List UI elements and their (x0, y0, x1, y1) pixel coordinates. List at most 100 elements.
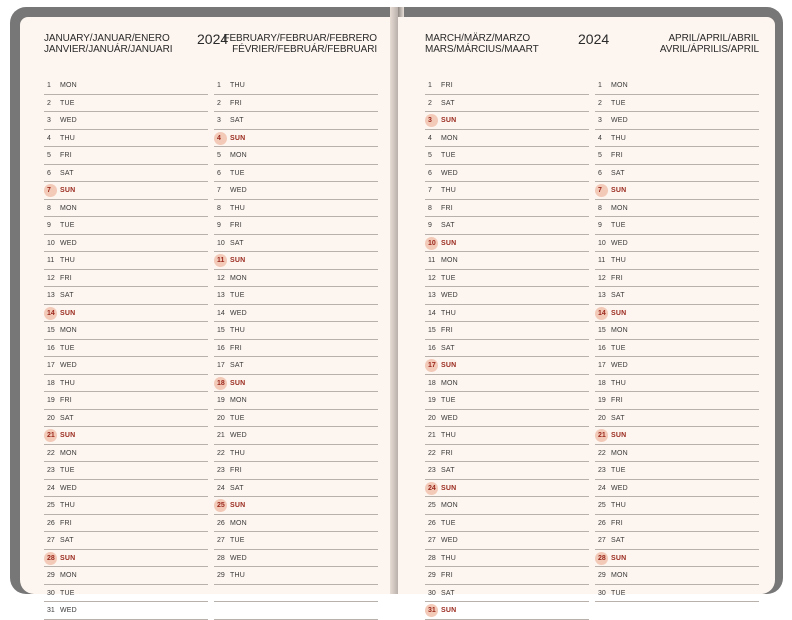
day-row[interactable]: 28 SUN (44, 550, 208, 567)
day-row[interactable]: 6 WED (425, 165, 589, 182)
day-row[interactable]: 28 THU (425, 550, 589, 567)
day-row[interactable]: 21 THU (425, 427, 589, 445)
day-row[interactable]: 22 MON (44, 445, 208, 462)
day-row[interactable]: 2 SAT (425, 95, 589, 112)
day-row[interactable]: 13 SAT (595, 287, 759, 305)
day-row[interactable]: 10 WED (44, 235, 208, 252)
day-row[interactable]: 14 THU (425, 305, 589, 322)
day-row[interactable]: 2 TUE (44, 95, 208, 112)
day-row[interactable] (214, 602, 378, 620)
day-row[interactable]: 1 MON (595, 77, 759, 95)
day-row[interactable]: 17 WED (595, 357, 759, 375)
day-row[interactable]: 29 MON (595, 567, 759, 585)
day-row[interactable]: 28 SUN (595, 550, 759, 567)
day-row[interactable]: 25 MON (425, 497, 589, 515)
day-row[interactable]: 16 FRI (214, 340, 378, 357)
day-row[interactable]: 30 SAT (425, 585, 589, 602)
day-row[interactable]: 29 FRI (425, 567, 589, 585)
day-row[interactable]: 15 FRI (425, 322, 589, 340)
day-row[interactable]: 14 SUN (44, 305, 208, 322)
day-row[interactable]: 21 WED (214, 427, 378, 445)
day-row[interactable]: 24 WED (44, 480, 208, 497)
day-row[interactable]: 11 THU (44, 252, 208, 270)
day-row[interactable]: 13 SAT (44, 287, 208, 305)
day-row[interactable]: 11 THU (595, 252, 759, 270)
day-row[interactable]: 9 TUE (595, 217, 759, 235)
day-row[interactable]: 18 MON (425, 375, 589, 392)
day-row[interactable]: 14 WED (214, 305, 378, 322)
day-row[interactable]: 13 WED (425, 287, 589, 305)
day-row[interactable]: 22 FRI (425, 445, 589, 462)
day-row[interactable]: 26 TUE (425, 515, 589, 532)
day-row[interactable]: 2 FRI (214, 95, 378, 112)
day-row[interactable]: 6 SAT (595, 165, 759, 182)
day-row[interactable]: 31 WED (44, 602, 208, 620)
day-row[interactable]: 19 FRI (44, 392, 208, 410)
day-row[interactable]: 3 SAT (214, 112, 378, 130)
day-row[interactable]: 7 SUN (44, 182, 208, 200)
day-row[interactable]: 9 FRI (214, 217, 378, 235)
day-row[interactable]: 21 SUN (595, 427, 759, 445)
day-row[interactable]: 15 MON (595, 322, 759, 340)
day-row[interactable]: 26 MON (214, 515, 378, 532)
day-row[interactable]: 24 SAT (214, 480, 378, 497)
day-row[interactable]: 20 TUE (214, 410, 378, 427)
day-row[interactable]: 4 SUN (214, 130, 378, 147)
day-row[interactable]: 21 SUN (44, 427, 208, 445)
day-row[interactable]: 24 WED (595, 480, 759, 497)
day-row[interactable]: 6 SAT (44, 165, 208, 182)
day-row[interactable]: 5 MON (214, 147, 378, 165)
day-row[interactable]: 16 TUE (595, 340, 759, 357)
day-row[interactable]: 26 FRI (595, 515, 759, 532)
day-row[interactable]: 10 WED (595, 235, 759, 252)
day-row[interactable]: 20 SAT (44, 410, 208, 427)
day-row[interactable]: 29 THU (214, 567, 378, 585)
day-row[interactable]: 27 SAT (595, 532, 759, 550)
day-row[interactable]: 4 THU (595, 130, 759, 147)
day-row[interactable]: 2 TUE (595, 95, 759, 112)
day-row[interactable]: 1 MON (44, 77, 208, 95)
day-row[interactable]: 18 SUN (214, 375, 378, 392)
day-row[interactable]: 4 THU (44, 130, 208, 147)
day-row[interactable]: 27 SAT (44, 532, 208, 550)
day-row[interactable]: 20 SAT (595, 410, 759, 427)
day-row[interactable]: 1 FRI (425, 77, 589, 95)
day-row[interactable]: 8 MON (595, 200, 759, 217)
day-row[interactable]: 22 THU (214, 445, 378, 462)
day-row[interactable]: 9 TUE (44, 217, 208, 235)
day-row[interactable]: 3 WED (44, 112, 208, 130)
day-row[interactable]: 17 WED (44, 357, 208, 375)
day-row[interactable]: 16 SAT (425, 340, 589, 357)
day-row[interactable]: 17 SUN (425, 357, 589, 375)
day-row[interactable]: 3 SUN (425, 112, 589, 130)
day-row[interactable]: 5 TUE (425, 147, 589, 165)
day-row[interactable]: 10 SUN (425, 235, 589, 252)
day-row[interactable]: 30 TUE (595, 585, 759, 602)
day-row[interactable]: 18 THU (595, 375, 759, 392)
day-row[interactable]: 20 WED (425, 410, 589, 427)
day-row[interactable]: 12 FRI (595, 270, 759, 287)
day-row[interactable]: 19 FRI (595, 392, 759, 410)
day-row[interactable]: 29 MON (44, 567, 208, 585)
day-row[interactable]: 12 MON (214, 270, 378, 287)
day-row[interactable]: 19 MON (214, 392, 378, 410)
day-row[interactable]: 23 FRI (214, 462, 378, 480)
day-row[interactable]: 25 SUN (214, 497, 378, 515)
day-row[interactable]: 12 FRI (44, 270, 208, 287)
day-row[interactable]: 18 THU (44, 375, 208, 392)
day-row[interactable]: 11 MON (425, 252, 589, 270)
day-row[interactable]: 23 TUE (595, 462, 759, 480)
day-row[interactable]: 7 WED (214, 182, 378, 200)
day-row[interactable]: 24 SUN (425, 480, 589, 497)
day-row[interactable]: 7 SUN (595, 182, 759, 200)
day-row[interactable]: 26 FRI (44, 515, 208, 532)
day-row[interactable]: 10 SAT (214, 235, 378, 252)
day-row[interactable]: 5 FRI (595, 147, 759, 165)
day-row[interactable]: 15 MON (44, 322, 208, 340)
day-row[interactable]: 14 SUN (595, 305, 759, 322)
day-row[interactable]: 25 THU (44, 497, 208, 515)
day-row[interactable]: 4 MON (425, 130, 589, 147)
day-row[interactable]: 16 TUE (44, 340, 208, 357)
day-row[interactable]: 23 TUE (44, 462, 208, 480)
day-row[interactable]: 31 SUN (425, 602, 589, 620)
